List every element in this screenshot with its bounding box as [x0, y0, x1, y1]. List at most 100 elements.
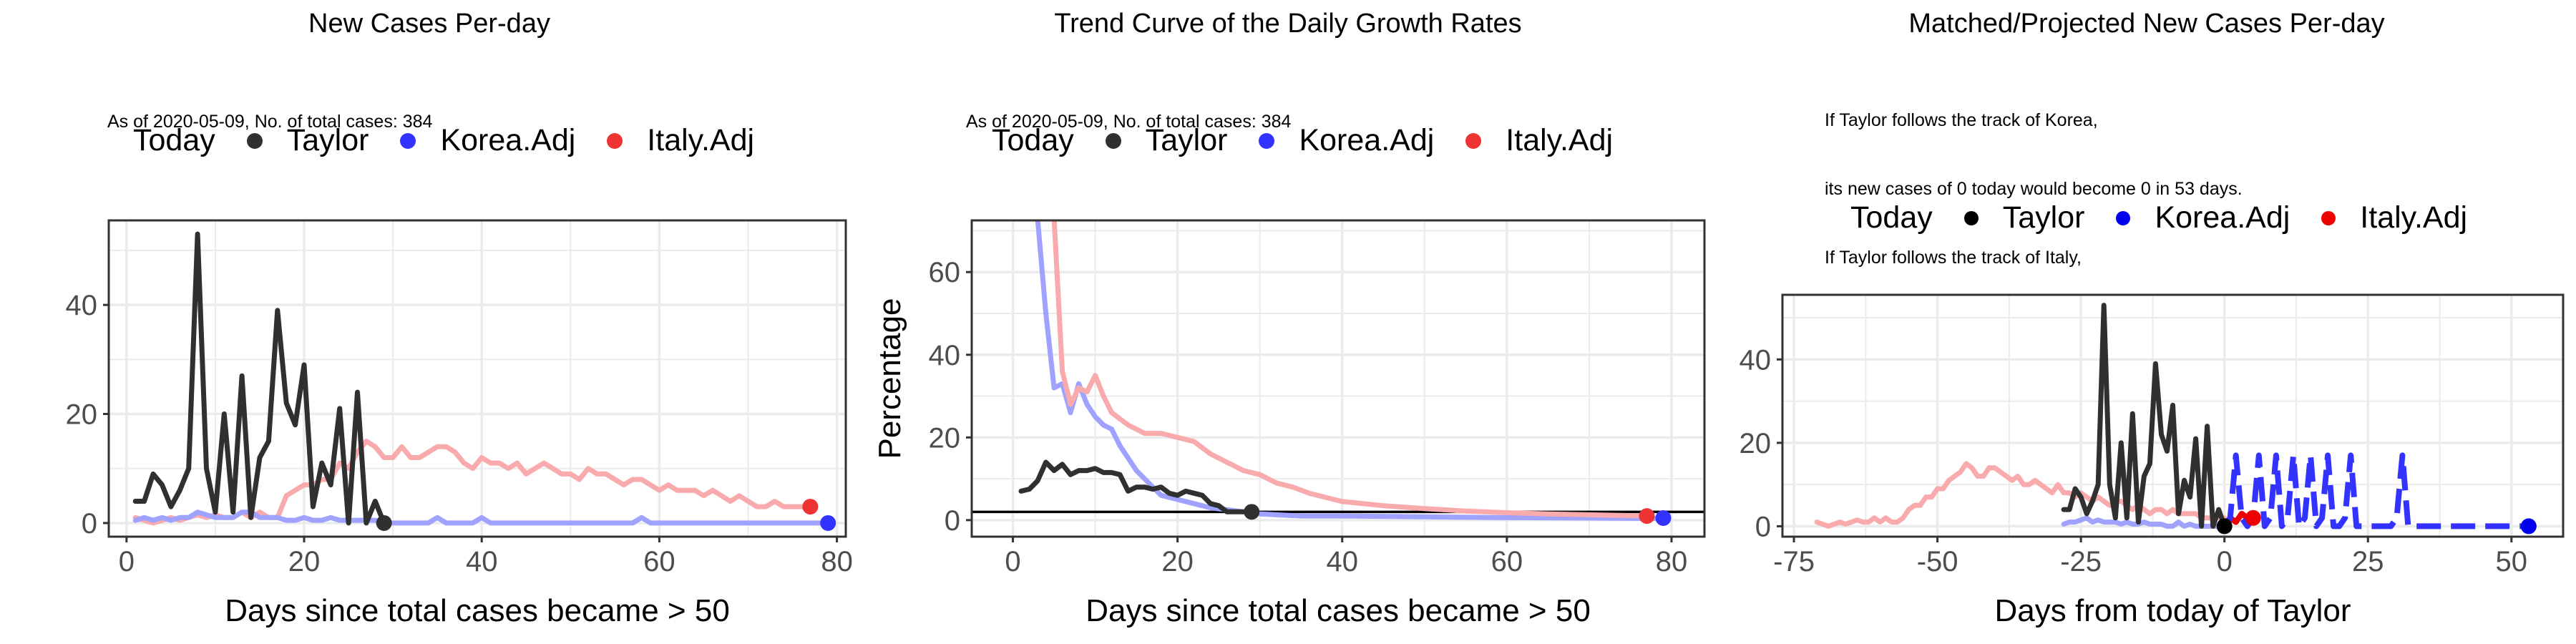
legend-dot-korea [1259, 132, 1275, 149]
x-tick-label: -75 [1773, 546, 1815, 577]
y-tick-label: 0 [1755, 511, 1771, 542]
today-point-korea-adj [820, 514, 836, 531]
chart-subtitle: As of 2020-05-09, No. of total cases: 38… [966, 64, 1291, 179]
x-tick-label: 0 [119, 546, 135, 577]
series-line-taylor [2061, 303, 2228, 529]
chart-title: Matched/Projected New Cases Per-day [1908, 9, 2385, 39]
legend-title: Today [1850, 200, 1933, 235]
x-axis-title: Days from today of Taylor [1994, 593, 2351, 628]
x-tick-label: 0 [1005, 546, 1020, 577]
legend-label-korea: Korea.Adj [1299, 123, 1435, 157]
legend-dot-taylor [246, 132, 263, 149]
series-line-italy [132, 439, 813, 526]
subtitle-line: If Taylor follows the track of Korea, [1825, 110, 2098, 130]
today-point-taylor [1244, 504, 1260, 520]
legend-item-korea: Korea.Adj [400, 123, 575, 158]
y-tick-label: 60 [929, 257, 961, 288]
x-tick-label: 20 [288, 546, 321, 577]
x-tick-label: 25 [2352, 546, 2384, 577]
legend-item-italy: Italy.Adj [607, 123, 754, 158]
series-group [132, 231, 831, 526]
today-point-italy-adj [1639, 508, 1655, 525]
today-point-taylor [376, 514, 392, 531]
legend-dot-italy [2321, 210, 2336, 225]
chart-legend: Today Taylor Korea.Adj Italy.Adj [133, 123, 786, 158]
chart-title: Trend Curve of the Daily Growth Rates [1054, 9, 1522, 39]
series-line-korea-proj [2222, 452, 2529, 530]
new-cases-panel: New Cases Per-day As of 2020-05-09, No. … [0, 0, 859, 644]
x-axis-title: Days since total cases became > 50 [1085, 593, 1591, 628]
legend-item-italy: Italy.Adj [1465, 123, 1613, 158]
legend-dot-italy [607, 132, 623, 149]
subtitle-line: As of 2020-05-09, No. of total cases: 38… [966, 112, 1292, 132]
x-tick-label: -50 [1917, 546, 1958, 577]
series-line-korea [2061, 515, 2228, 529]
subtitle-line: If Taylor follows the track of Italy, [1825, 248, 2082, 268]
legend-dot-italy [1465, 132, 1482, 149]
x-tick-label: -25 [2060, 546, 2102, 577]
legend-dot-taylor [1105, 132, 1121, 149]
legend-dot-taylor [1963, 210, 1979, 225]
y-tick-label: 20 [66, 399, 98, 431]
chart-title: New Cases Per-day [308, 9, 550, 39]
x-tick-label: 50 [2496, 546, 2528, 577]
today-point-taylor [2216, 518, 2233, 535]
legend-title: Today [133, 123, 215, 157]
legend-label-korea: Korea.Adj [440, 123, 576, 157]
series-line-taylor [1018, 459, 1254, 514]
legend-item-korea: Korea.Adj [1259, 123, 1434, 158]
subtitle-line: its new cases of 0 today would become 0 … [1825, 179, 2243, 199]
chart-legend: Today Taylor Korea.Adj Italy.Adj [1850, 200, 2499, 235]
projected-cases-panel: Matched/Projected New Cases Per-day If T… [1717, 0, 2576, 644]
new-cases-chart: 0 20 40 60 80 0 20 40 Days since total cases bec… [66, 219, 853, 628]
legend-dot-korea [400, 132, 416, 149]
legend-label-taylor: Taylor [2002, 200, 2085, 235]
plot-border [1781, 293, 2565, 538]
today-point-korea-adj [1655, 510, 1672, 526]
x-tick-label: 80 [821, 546, 853, 577]
legend-label-taylor: Taylor [1145, 123, 1228, 157]
chart-legend: Today Taylor Korea.Adj Italy.Adj [992, 123, 1644, 158]
series-line-italy [1020, 220, 1649, 519]
x-tick-label: 0 [2217, 546, 2233, 577]
y-tick-label: 0 [82, 508, 97, 540]
growth-rate-chart: 0 20 40 60 80 0 20 40 60 Days since total cases b… [872, 219, 1706, 628]
y-axis-title: Percentage [872, 298, 907, 459]
series-line-italy [1814, 461, 2228, 529]
legend-item-taylor: Taylor [1105, 123, 1228, 158]
plot-area [972, 220, 1704, 537]
y-tick-label: 40 [929, 340, 961, 371]
projected-cases-chart: -75 -50 -25 0 25 50 0 20 40 Days from today of Ta… [1740, 293, 2565, 628]
x-tick-label: 60 [1491, 546, 1523, 577]
series-group [1018, 220, 1666, 522]
growth-rate-panel: Trend Curve of the Daily Growth Rates As… [859, 0, 1717, 644]
x-tick-label: 20 [1161, 546, 1194, 577]
legend-dot-korea [2116, 210, 2131, 225]
today-point-korea-adj [2520, 518, 2537, 535]
legend-label-korea: Korea.Adj [2155, 200, 2290, 235]
y-tick-label: 0 [945, 505, 960, 537]
y-tick-label: 40 [66, 290, 98, 321]
legend-label-italy: Italy.Adj [647, 123, 755, 157]
legend-item-taylor: Taylor [1963, 200, 2085, 235]
series-line-taylor [132, 231, 387, 526]
legend-title: Today [992, 123, 1074, 157]
legend-label-italy: Italy.Adj [2360, 200, 2468, 235]
plot-border [970, 219, 1706, 538]
subtitle-line: As of 2020-05-09, No. of total cases: 38… [107, 112, 433, 132]
legend-item-italy: Italy.Adj [2321, 200, 2467, 235]
x-tick-label: 40 [1327, 546, 1359, 577]
y-tick-label: 40 [1740, 344, 1772, 376]
today-point-italy-adj [2245, 509, 2261, 526]
legend-item-taylor: Taylor [246, 123, 369, 158]
legend-label-italy: Italy.Adj [1506, 123, 1614, 157]
plot-border [107, 219, 847, 538]
legend-label-taylor: Taylor [286, 123, 369, 157]
x-axis-title: Days since total cases became > 50 [225, 593, 730, 628]
legend-item-korea: Korea.Adj [2116, 200, 2290, 235]
x-tick-label: 80 [1656, 546, 1688, 577]
y-tick-label: 20 [929, 422, 961, 454]
x-tick-label: 40 [466, 546, 498, 577]
x-tick-label: 60 [643, 546, 675, 577]
series-group [1814, 303, 2529, 530]
